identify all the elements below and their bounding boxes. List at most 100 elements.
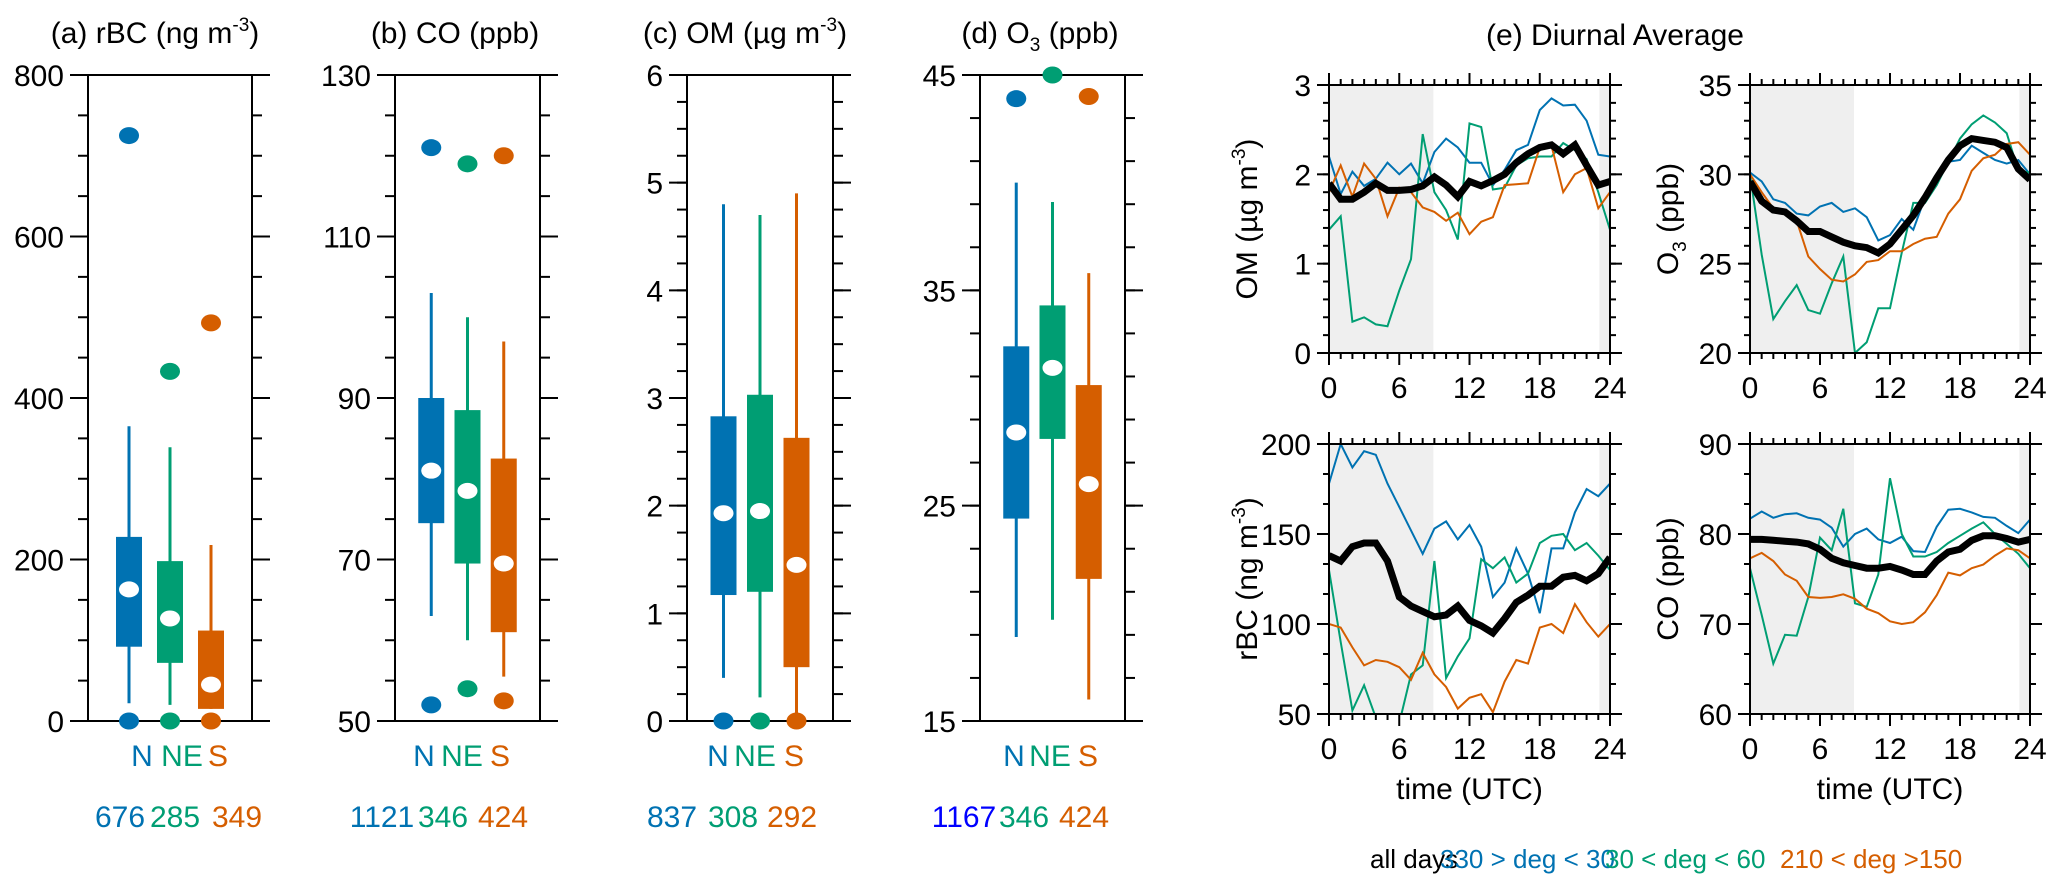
box-NE: [1039, 66, 1066, 620]
y-axis-label-text: CO (ppb): [1652, 517, 1685, 640]
y-tick-label: 90: [338, 383, 371, 416]
legend-entry-N: 330 > deg < 30: [1440, 844, 1615, 874]
outlier-point: [119, 127, 139, 145]
y-tick-label: 0: [47, 706, 64, 739]
legend-entry-NE: 30 < deg < 60: [1605, 844, 1765, 874]
y-tick-label: 100: [1261, 609, 1311, 642]
outlier-point: [457, 155, 478, 173]
box-S: [783, 193, 810, 730]
sample-count: 1121: [350, 801, 415, 834]
y-axis-label-tail: (ppb): [1652, 163, 1685, 241]
outlier-point: [1078, 88, 1099, 106]
outlier-point: [201, 314, 221, 332]
night-shading: [2019, 86, 2029, 352]
series-line-NE: [1329, 532, 1610, 714]
y-axis-label-tail: ): [1231, 497, 1264, 507]
y-tick-label: 130: [321, 60, 371, 93]
y-axis-label: CO (ppb): [1652, 517, 1685, 640]
series-line-NE: [1750, 477, 2030, 667]
y-tick-label: 90: [1699, 429, 1732, 462]
series-line-all: [1329, 539, 1610, 638]
median-marker: [1078, 476, 1099, 493]
sample-count: 349: [212, 801, 262, 834]
box-S: [198, 314, 224, 730]
y-tick-label: 2: [1294, 159, 1311, 192]
median-marker: [1006, 424, 1027, 441]
y-tick-label: 3: [646, 383, 663, 416]
x-tick-label: 6: [1812, 372, 1829, 405]
median-marker: [201, 676, 221, 693]
iqr-box: [198, 630, 224, 709]
median-marker: [421, 462, 442, 479]
y-axis-label-subscript: 3: [1670, 241, 1691, 252]
outlier-point: [786, 712, 807, 730]
category-label: NE: [1029, 740, 1071, 773]
y-tick-label: 70: [1699, 609, 1732, 642]
outlier-point: [493, 147, 514, 165]
outlier-point: [201, 712, 221, 730]
y-tick-label: 35: [1699, 70, 1732, 103]
box-N: [710, 204, 737, 730]
series-line-N: [1329, 444, 1610, 614]
y-axis-label-text: rBC (ng m: [1231, 524, 1264, 661]
sample-count: 308: [708, 801, 758, 834]
category-label: NE: [734, 740, 776, 773]
outlier-point: [421, 696, 442, 714]
category-label: NE: [441, 740, 483, 773]
panel-title-text: (b) CO (ppb): [371, 17, 539, 50]
series-line-NE: [1750, 114, 2030, 353]
y-tick-label: 15: [923, 706, 956, 739]
y-tick-label: 3: [1294, 70, 1311, 103]
night-shading: [1599, 86, 1609, 352]
box-N: [418, 139, 445, 714]
night-shading: [1599, 445, 1609, 713]
outlier-point: [750, 712, 770, 730]
category-label: N: [1003, 740, 1025, 773]
category-label: N: [413, 740, 435, 773]
series-group: [1750, 114, 2030, 353]
series-line-S: [1750, 547, 2030, 626]
diurnal-panel-e-CO: 0 6 12 18 24 60 70 80 90 CO (ppb) time (UTC): [1652, 429, 2047, 806]
category-label: S: [490, 740, 510, 773]
series-line-all: [1329, 139, 1610, 203]
x-tick-label: 18: [1943, 372, 1976, 405]
median-marker: [713, 505, 734, 522]
panel-title: (c) OM (µg m-3): [643, 15, 847, 50]
x-tick-label: 6: [1391, 372, 1408, 405]
sample-count: 292: [767, 801, 817, 834]
sample-count: 676: [95, 801, 145, 834]
median-marker: [493, 555, 514, 572]
panel-title: (a) rBC (ng m-3): [51, 15, 260, 50]
y-tick-label: 30: [1699, 159, 1732, 192]
box-NE: [454, 155, 481, 698]
box-NE: [747, 214, 773, 730]
y-tick-label: 800: [14, 60, 64, 93]
legend-entry-S: 210 < deg >150: [1780, 844, 1962, 874]
y-tick-label: 50: [1278, 699, 1311, 732]
box-S: [1075, 88, 1102, 700]
night-shading: [1330, 86, 1434, 352]
diurnal-title: (e) Diurnal Average: [1486, 19, 1744, 52]
y-axis-label-superscript: -3: [1229, 507, 1250, 524]
y-tick-label: 25: [1699, 249, 1732, 282]
y-tick-label: 35: [923, 275, 956, 308]
iqr-box: [747, 394, 773, 592]
category-label: N: [707, 740, 729, 773]
series-line-all: [1750, 532, 2030, 578]
y-axis-label-tail: ): [1231, 139, 1264, 149]
night-shading: [2019, 445, 2029, 713]
sample-count: 346: [999, 801, 1049, 834]
outlier-point: [160, 712, 180, 730]
iqr-box: [490, 458, 517, 633]
x-tick-label: 12: [1453, 733, 1486, 766]
y-axis-label-superscript: -3: [1229, 149, 1250, 166]
y-tick-label: 20: [1699, 338, 1732, 371]
series-line-S: [1329, 144, 1610, 236]
y-tick-label: 0: [1294, 338, 1311, 371]
median-marker: [457, 482, 478, 499]
x-axis-label: time (UTC): [1396, 773, 1543, 806]
y-tick-label: 80: [1699, 519, 1732, 552]
